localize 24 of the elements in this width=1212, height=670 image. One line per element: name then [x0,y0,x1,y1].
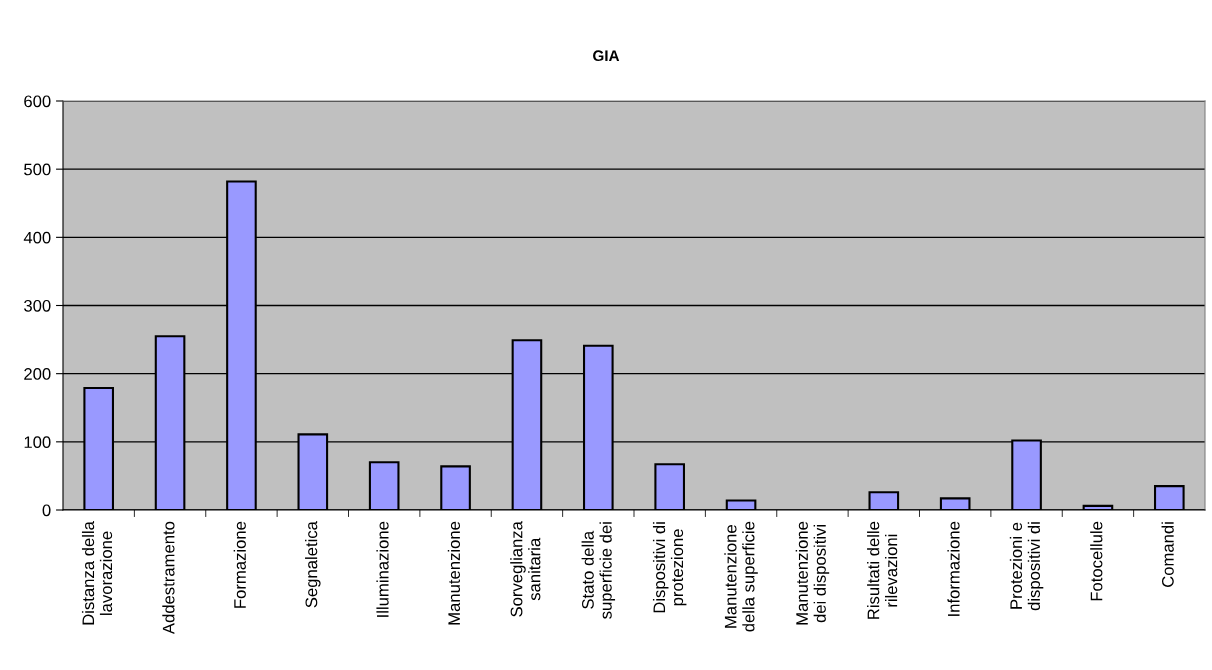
x-tick-label: Manutenzione della superficie [724,521,758,632]
x-tick-label: Sorveglianza sanitaria [510,521,541,617]
x-tick-label: Informazione [947,521,960,616]
x-tick-label: Segnaletica [305,521,321,608]
x-tick-label: Stato della superficie dei [581,522,616,619]
x-tick-label: Dispositivi di protezione [652,522,687,613]
x-tick-label: Fotocellule [1090,521,1103,601]
x-tick-label: Addestramento [162,521,175,635]
y-tick-label: 400 [23,231,51,244]
x-tick-label: Comandi [1161,522,1174,587]
y-tick-label: 200 [24,368,51,380]
y-tick-label: 500 [24,163,51,176]
x-tick-label: Manutenzione [447,521,461,625]
x-tick-label: Manutenzione dei dispositivi [795,521,830,625]
y-tick-label: 300 [24,299,51,312]
x-tick-label: Distanza della lavorazione [81,521,113,625]
y-tick-label: 100 [24,436,51,449]
x-tick-label: Protezioni e dispositivi di [1009,522,1044,611]
x-tick-label: Risultati delle rilevazioni [867,521,898,619]
x-tick-label: Illuminazione [376,521,389,617]
x-tick-label: Formazione [233,521,246,608]
y-tick-label: 600 [24,95,51,108]
chart-title: GIA [593,50,620,62]
y-tick-label: 0 [42,504,51,517]
